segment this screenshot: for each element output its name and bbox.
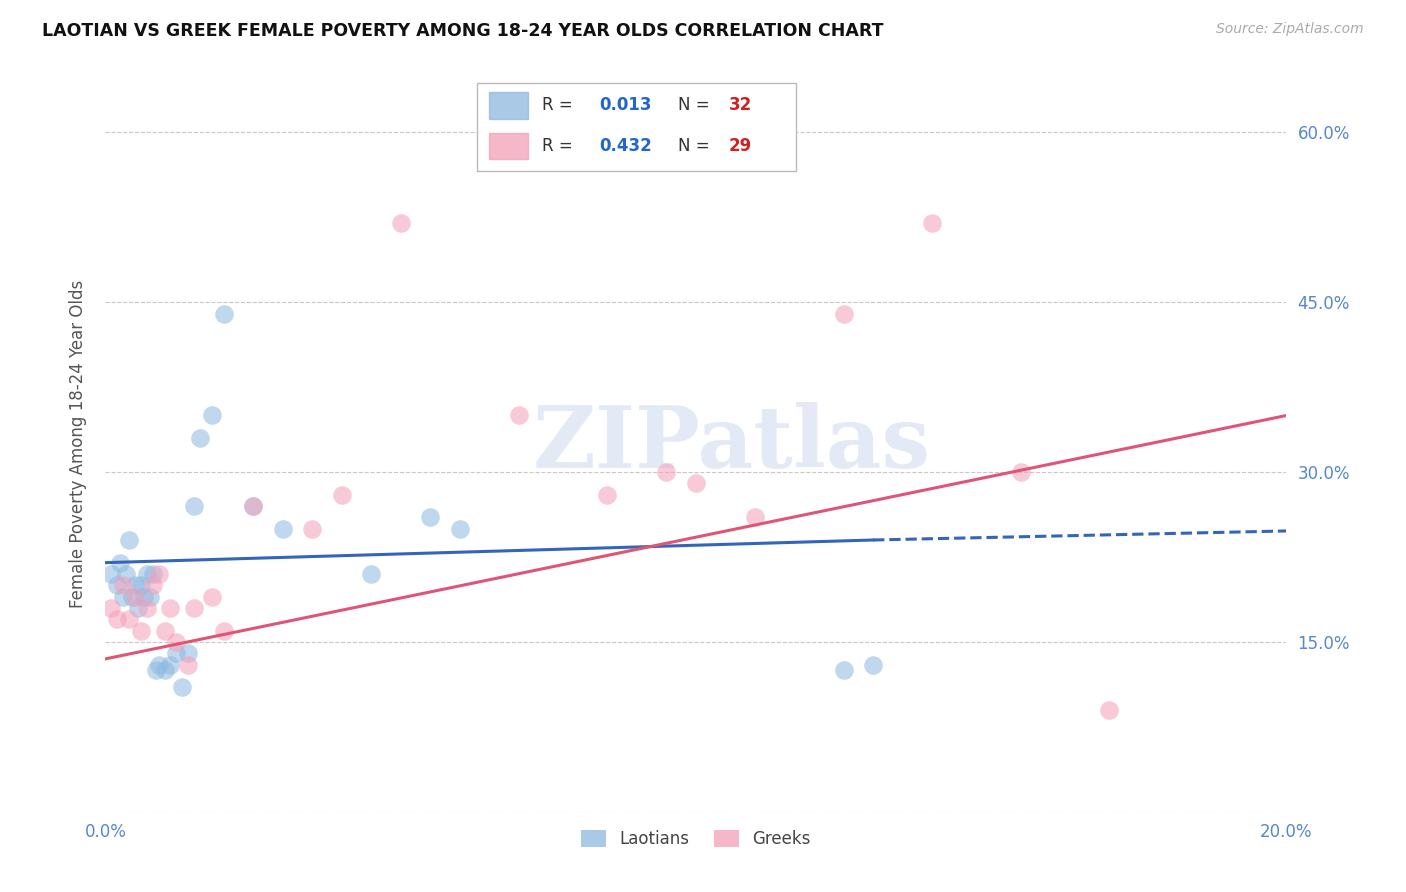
Point: [1098, 703, 1121, 717]
Point: [177, 646, 200, 660]
Point: [188, 431, 211, 445]
Point: [142, 566, 165, 581]
Point: [596, 488, 619, 502]
Point: [127, 601, 149, 615]
Text: Source: ZipAtlas.com: Source: ZipAtlas.com: [1216, 22, 1364, 37]
Point: [124, 578, 146, 592]
Text: LAOTIAN VS GREEK FEMALE POVERTY AMONG 18-24 YEAR OLDS CORRELATION CHART: LAOTIAN VS GREEK FEMALE POVERTY AMONG 18…: [42, 22, 884, 40]
Point: [129, 578, 152, 592]
Point: [389, 216, 412, 230]
Point: [201, 590, 224, 604]
Text: 0.432: 0.432: [599, 136, 652, 155]
Point: [100, 601, 122, 615]
Point: [115, 566, 138, 581]
Point: [142, 578, 165, 592]
Point: [449, 522, 471, 536]
Point: [242, 499, 264, 513]
Point: [148, 566, 170, 581]
Point: [153, 624, 176, 638]
Point: [112, 578, 135, 592]
Point: [172, 680, 194, 694]
Legend: Laotians, Greeks: Laotians, Greeks: [574, 823, 818, 855]
Point: [1010, 465, 1032, 479]
Point: [132, 590, 155, 604]
Point: [135, 566, 157, 581]
Point: [148, 657, 170, 672]
Point: [921, 216, 943, 230]
Y-axis label: Female Poverty Among 18-24 Year Olds: Female Poverty Among 18-24 Year Olds: [69, 280, 87, 607]
Point: [110, 556, 132, 570]
Point: [159, 657, 181, 672]
Point: [655, 465, 678, 479]
Point: [105, 578, 128, 592]
Point: [862, 657, 884, 672]
Point: [212, 307, 235, 321]
Point: [242, 499, 264, 513]
Point: [121, 590, 143, 604]
Point: [685, 476, 707, 491]
Point: [165, 646, 187, 660]
Point: [165, 635, 187, 649]
Point: [832, 663, 855, 677]
Point: [124, 590, 146, 604]
Point: [330, 488, 353, 502]
Text: ZIPatlas: ZIPatlas: [533, 401, 931, 486]
Point: [301, 522, 323, 536]
Text: R =: R =: [543, 96, 578, 114]
Point: [129, 624, 152, 638]
Point: [419, 510, 441, 524]
Point: [744, 510, 766, 524]
Text: 32: 32: [730, 96, 752, 114]
Point: [112, 590, 135, 604]
Point: [145, 663, 167, 677]
Point: [159, 601, 181, 615]
Point: [105, 612, 128, 626]
Point: [118, 612, 141, 626]
Point: [135, 601, 157, 615]
Text: N =: N =: [678, 136, 716, 155]
Point: [508, 409, 530, 423]
Text: 0.013: 0.013: [599, 96, 651, 114]
Point: [271, 522, 294, 536]
Point: [201, 409, 224, 423]
Point: [153, 663, 176, 677]
FancyBboxPatch shape: [478, 83, 796, 171]
Point: [177, 657, 200, 672]
Point: [360, 566, 382, 581]
Point: [212, 624, 235, 638]
Bar: [489, 133, 529, 159]
Point: [138, 590, 162, 604]
Text: 29: 29: [730, 136, 752, 155]
Point: [118, 533, 141, 547]
Bar: [489, 92, 529, 119]
Point: [183, 601, 205, 615]
Point: [832, 307, 855, 321]
Text: R =: R =: [543, 136, 578, 155]
Text: N =: N =: [678, 96, 716, 114]
Point: [183, 499, 205, 513]
Point: [100, 566, 122, 581]
